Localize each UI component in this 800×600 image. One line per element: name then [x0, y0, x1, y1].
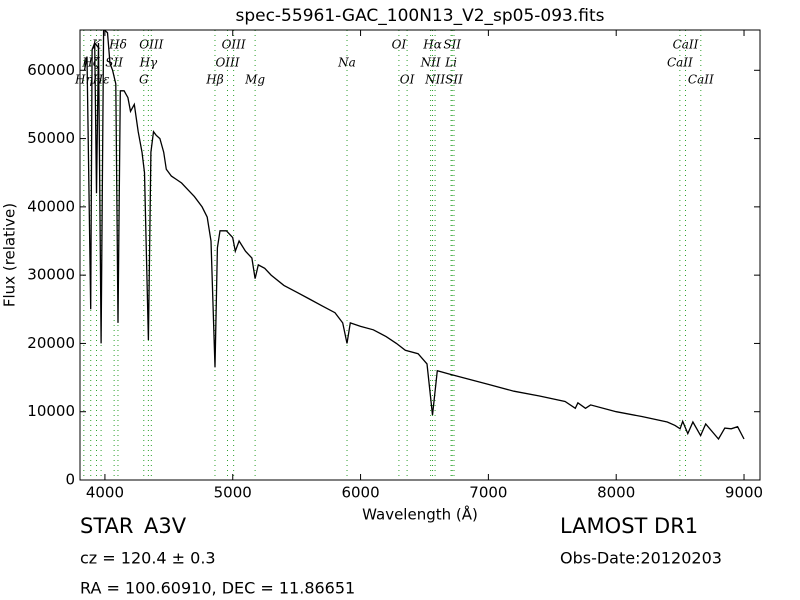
- x-tick-label: 7000: [469, 484, 507, 502]
- chart-title: spec-55961-GAC_100N13_V2_sp05-093.fits: [235, 6, 604, 26]
- y-tick-label: 30000: [27, 266, 75, 284]
- y-tick-label: 0: [65, 471, 75, 489]
- annotation-label: OI: [400, 73, 415, 87]
- y-tick-label: 60000: [27, 61, 75, 79]
- x-tick-label: 4000: [86, 484, 124, 502]
- x-axis-label: Wavelength (Å): [362, 505, 478, 524]
- annotation-label: OI: [392, 38, 407, 52]
- annotation-label: OIII: [215, 56, 239, 70]
- x-tick-label: 5000: [214, 484, 252, 502]
- annotation-label: Hα: [422, 38, 442, 52]
- redshift: cz = 120.4 ± 0.3: [80, 549, 216, 568]
- object-class: STAR: [80, 514, 133, 538]
- y-tick-label: 20000: [27, 334, 75, 352]
- obs-date: Obs-Date:20120203: [560, 549, 722, 568]
- annotation-label: Hγ: [139, 56, 158, 70]
- annotation-label: SII: [105, 56, 123, 70]
- annotation-label: OIII: [139, 38, 163, 52]
- y-axis-label: Flux (relative): [1, 203, 19, 307]
- annotation-label: SII: [443, 38, 461, 52]
- annotation-label: CaII: [673, 38, 699, 52]
- annotation-label: CaII: [688, 73, 714, 87]
- annotation-label: NII: [424, 73, 445, 87]
- y-tick-label: 50000: [27, 129, 75, 147]
- annotation-label: Li: [444, 56, 457, 70]
- annotation-label: OIII: [222, 38, 246, 52]
- y-tick-label: 10000: [27, 402, 75, 420]
- annotation-label: Hβ: [205, 73, 223, 87]
- annotation-label: NII: [420, 56, 441, 70]
- annotation-label: Hη: [74, 73, 93, 87]
- annotation-label: Hδ: [108, 38, 127, 52]
- x-tick-label: 8000: [597, 484, 635, 502]
- x-tick-label: 9000: [725, 484, 763, 502]
- annotation-label: Na: [337, 56, 356, 70]
- survey: LAMOST DR1: [560, 514, 698, 538]
- annotation-label: Mg: [244, 73, 265, 87]
- subclass: A3V: [144, 514, 187, 538]
- spectrum-line: [83, 30, 745, 441]
- annotation-label: CaII: [667, 56, 693, 70]
- x-tick-label: 6000: [341, 484, 379, 502]
- y-tick-label: 40000: [27, 197, 75, 215]
- annotation-label: G: [139, 73, 149, 87]
- plot-frame: [79, 29, 761, 481]
- annotation-label: SII: [445, 73, 463, 87]
- annotation-label: Hε: [92, 73, 110, 87]
- annotation-label: K: [91, 38, 102, 52]
- coordinates: RA = 100.60910, DEC = 11.86651: [80, 579, 355, 598]
